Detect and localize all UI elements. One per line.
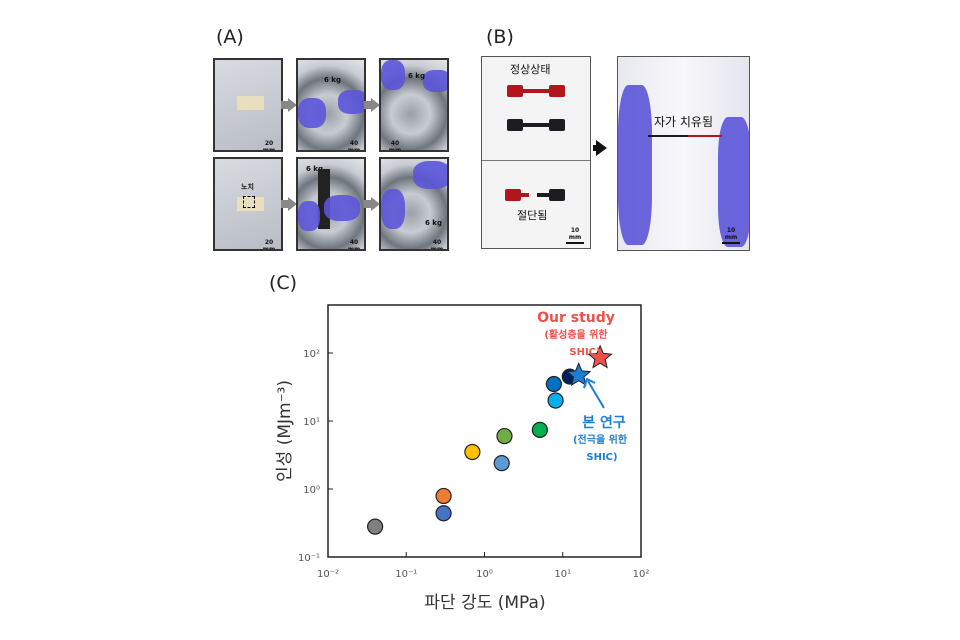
data-point bbox=[496, 427, 513, 445]
cut-label: 절단됨 bbox=[517, 209, 548, 222]
arrow-shaft bbox=[593, 145, 598, 151]
photo-notch-lifting-2: 6 kg 40 mm bbox=[379, 157, 449, 251]
photo-lifting-2: 6 kg 40 mm bbox=[379, 58, 449, 152]
arrow-icon bbox=[281, 98, 297, 112]
star-point bbox=[587, 344, 613, 369]
arrow-right-icon bbox=[596, 140, 607, 156]
this-work-line1: (전극을 위한 bbox=[573, 433, 628, 446]
arrow-icon bbox=[281, 197, 297, 211]
scale-bar: 40 mm bbox=[385, 140, 405, 150]
y-axis-label: 인성 (MJm⁻³) bbox=[275, 380, 295, 482]
panel-c-label: (C) bbox=[269, 272, 298, 294]
y-tick-label: 10⁰ bbox=[303, 485, 320, 496]
data-point bbox=[547, 392, 564, 409]
this-work-line2: SHIC) bbox=[586, 452, 617, 463]
scale-bar: 20 mm bbox=[259, 140, 279, 150]
weight-label: 6 kg bbox=[425, 219, 442, 227]
our-study-line1: (활성층을 위한 bbox=[544, 328, 608, 341]
data-point bbox=[464, 443, 481, 461]
scale-bar: 10 mm bbox=[722, 227, 740, 244]
data-point bbox=[493, 455, 510, 472]
photo-notch-lifting: 6 kg 40 mm bbox=[296, 157, 366, 251]
photo-tape-notch: 노치 20 mm bbox=[213, 157, 283, 251]
this-work-title: 본 연구 bbox=[582, 415, 626, 431]
weight-label: 6 kg bbox=[324, 76, 341, 84]
weight-label: 6 kg bbox=[408, 72, 425, 80]
photo-self-healed: 자가 치유됨 10 mm bbox=[617, 56, 750, 251]
photo-specimens: 정상상태 절단됨 10 mm bbox=[481, 56, 591, 249]
arrow-head-icon bbox=[583, 377, 596, 389]
scale-bar: 10 mm bbox=[566, 227, 584, 244]
data-point bbox=[435, 505, 452, 522]
x-axis-label: 파단 강도 (MPa) bbox=[424, 593, 545, 613]
scale-bar: 40 mm bbox=[344, 140, 364, 150]
scale-bar: 20 mm bbox=[259, 239, 279, 249]
panel-a-label: (A) bbox=[216, 26, 244, 48]
notch-label: 노치 bbox=[241, 183, 254, 191]
data-point bbox=[367, 518, 384, 535]
y-tick-label: 10² bbox=[303, 349, 320, 360]
x-tick-label: 10² bbox=[633, 569, 650, 580]
data-point bbox=[435, 487, 452, 505]
x-tick-label: 10⁰ bbox=[476, 569, 493, 580]
star-point bbox=[566, 362, 592, 387]
x-tick-label: 10⁻² bbox=[317, 569, 339, 580]
y-tick-label: 10¹ bbox=[303, 417, 320, 428]
scale-bar: 40 mm bbox=[344, 239, 364, 249]
arrow-icon bbox=[364, 197, 380, 211]
x-tick-label: 10¹ bbox=[554, 569, 571, 580]
x-tick-label: 10⁻¹ bbox=[395, 569, 417, 580]
data-point bbox=[545, 375, 562, 393]
normal-state-label: 정상상태 bbox=[510, 63, 551, 76]
data-point bbox=[531, 421, 548, 438]
scale-bar: 40 mm bbox=[427, 239, 447, 249]
panel-b-label: (B) bbox=[486, 26, 514, 48]
y-tick-label: 10⁻¹ bbox=[298, 553, 320, 564]
our-study-line2: SHIC) bbox=[569, 347, 600, 358]
self-healed-label: 자가 치유됨 bbox=[654, 115, 714, 129]
annotation-arrow bbox=[587, 380, 605, 409]
our-study-title: Our study bbox=[537, 310, 615, 326]
arrow-icon bbox=[364, 98, 380, 112]
weight-label: 6 kg bbox=[306, 165, 323, 173]
